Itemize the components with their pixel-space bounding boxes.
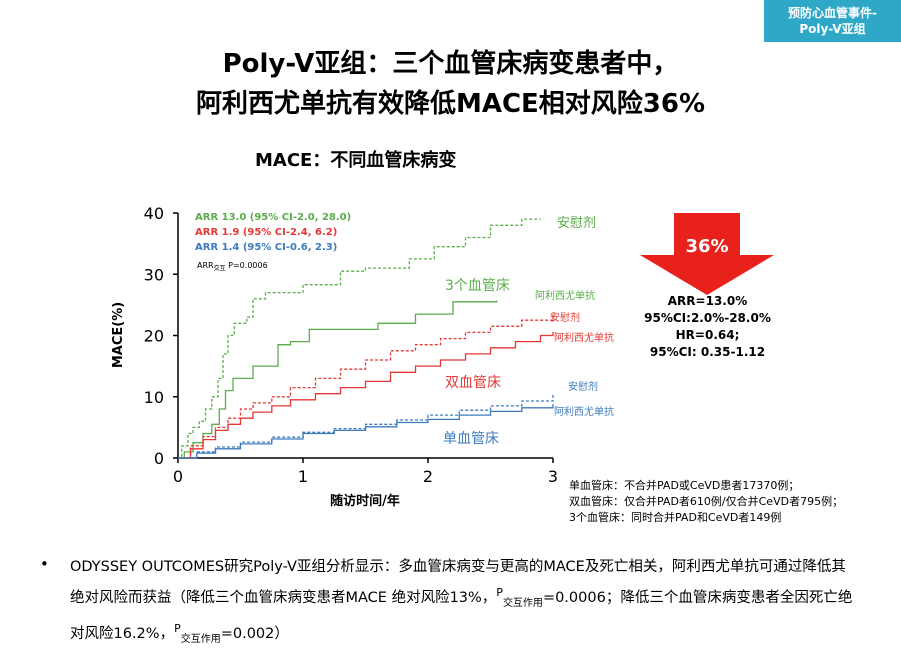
single-group-label: 单血管床 xyxy=(443,431,499,447)
legend-entry: ARR 1.4 (95% CI-0.6, 2.3) xyxy=(195,242,337,253)
triple-alirocumab-label: 阿利西尤单抗 xyxy=(535,289,595,302)
chart-labels: ARR 13.0 (95% CI-2.0, 28.0) ARR 1.9 (95% … xyxy=(195,212,614,447)
x-tick-label: 2 xyxy=(423,467,433,486)
note-double: 双血管床：仅合并PAD者610例/仅合并CeVD者795例； xyxy=(569,495,844,508)
p-arr: ARR xyxy=(197,261,214,270)
triple-placebo-label: 安慰剂 xyxy=(557,216,596,231)
stats-hr: HR=0.64; xyxy=(675,328,740,342)
p-interaction-label: ARR交互 P=0.0006 xyxy=(197,261,268,272)
group-notes: 单血管床：不合并PAD或CeVD患者17370例； 双血管床：仅合并PAD者61… xyxy=(569,478,843,526)
x-tick-label: 0 xyxy=(173,467,183,486)
series-line-alirocumab xyxy=(178,331,554,459)
slide-title: Poly-V亚组：三个血管床病变患者中， 阿利西尤单抗有效降低MACE相对风险3… xyxy=(0,44,901,124)
triple-group-label: 3个血管床 xyxy=(445,278,510,294)
bullet-text: ODYSSEY OUTCOMES研究Poly-V亚组分析显示：多血管床病变与更高… xyxy=(70,555,860,652)
reduction-arrow-icon xyxy=(640,213,774,295)
y-tick-label: 10 xyxy=(144,388,164,407)
y-tick-label: 40 xyxy=(144,204,164,223)
x-axis-label: 随访时间/年 xyxy=(330,493,400,509)
reduction-percent: 36% xyxy=(685,236,729,257)
p-sub: 交互 xyxy=(214,264,226,272)
legend-entry: ARR 13.0 (95% CI-2.0, 28.0) xyxy=(195,212,351,223)
single-alirocumab-label: 阿利西尤单抗 xyxy=(554,405,614,418)
bullet-p1: P交互作用 xyxy=(496,586,543,609)
chart-axes: 0 10 20 30 40 0 1 2 3 随访时间/年 MACE(%) xyxy=(111,204,558,509)
stats-block: ARR=13.0% 95%CI:2.0%-28.0% HR=0.64; 95%C… xyxy=(630,293,785,361)
topic-tag-line1: 预防心血管事件- xyxy=(788,6,877,20)
series-line-placebo xyxy=(178,218,541,459)
series-line-alirocumab xyxy=(178,404,554,459)
note-single: 单血管床：不合并PAD或CeVD患者17370例； xyxy=(569,479,800,492)
double-placebo-label: 安慰剂 xyxy=(550,311,580,324)
y-tick-label: 20 xyxy=(144,327,164,346)
double-alirocumab-label: 阿利西尤单抗 xyxy=(554,331,614,344)
legend-entry: ARR 1.9 (95% CI-2.4, 6.2) xyxy=(195,227,337,238)
x-tick-label: 3 xyxy=(548,467,558,486)
topic-tag: 预防心血管事件- Poly-V亚组 xyxy=(764,0,901,42)
bullet-p1-letter: P xyxy=(496,586,503,599)
p-value: P=0.0006 xyxy=(226,261,268,270)
stats-hr-ci: 95%CI: 0.35-1.12 xyxy=(649,345,766,359)
note-triple: 3个血管床：同时合并PAD和CeVD者149例 xyxy=(569,511,782,524)
bullet-p2-letter: P xyxy=(174,622,181,635)
bullet-p2-sub: 交互作用 xyxy=(180,634,221,645)
y-tick-label: 0 xyxy=(154,449,164,468)
bullet-part2: =0.0006；降低三个血管床病变患者全因死亡绝对风险16.2%， xyxy=(70,590,853,642)
series-line-placebo xyxy=(178,312,554,459)
chart-series xyxy=(178,218,554,459)
bullet-part3: =0.002） xyxy=(220,626,289,642)
chart-title: MACE：不同血管床病变 xyxy=(255,150,457,171)
y-axis-label: MACE(%) xyxy=(111,302,126,368)
x-tick-label: 1 xyxy=(298,467,308,486)
stats-ci: 95%CI:2.0%-28.0% xyxy=(644,311,771,325)
bullet-p1-sub: 交互作用 xyxy=(502,598,543,609)
single-placebo-label: 安慰剂 xyxy=(568,380,598,393)
slide-title-line2: 阿利西尤单抗有效降低MACE相对风险36% xyxy=(195,89,706,119)
slide-title-line1: Poly-V亚组：三个血管床病变患者中， xyxy=(222,49,679,79)
bullet-p2: P交互作用 xyxy=(174,622,221,645)
y-tick-label: 30 xyxy=(144,265,164,284)
bullet-marker: • xyxy=(40,555,49,573)
double-group-label: 双血管床 xyxy=(445,375,501,391)
topic-tag-line2: Poly-V亚组 xyxy=(799,22,866,36)
stats-arr: ARR=13.0% xyxy=(667,294,748,308)
bullet-part1: ODYSSEY OUTCOMES研究Poly-V亚组分析显示：多血管床病变与更高… xyxy=(70,559,846,606)
